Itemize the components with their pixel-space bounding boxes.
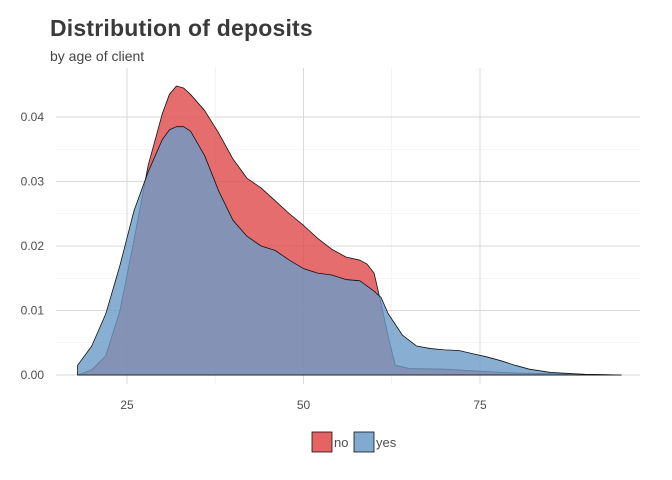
chart-title: Distribution of deposits: [50, 15, 313, 41]
y-tick-label: 0.04: [21, 110, 45, 124]
x-tick-label: 50: [297, 398, 311, 412]
chart-subtitle: by age of client: [50, 48, 145, 64]
series-group: [77, 85, 622, 376]
x-tick-label: 75: [473, 398, 487, 412]
legend-label-no: no: [334, 435, 348, 450]
density-area-yes: [77, 126, 622, 376]
x-tick-label: 25: [120, 398, 134, 412]
legend-key-yes: [353, 431, 375, 453]
y-tick-label: 0.02: [21, 239, 45, 253]
y-tick-label: 0.03: [21, 175, 45, 189]
legend-label-yes: yes: [376, 435, 397, 450]
legend-key-no: [311, 431, 333, 453]
y-tick-label: 0.00: [21, 368, 45, 382]
y-tick-label: 0.01: [21, 304, 45, 318]
legend: no yes: [311, 431, 397, 453]
